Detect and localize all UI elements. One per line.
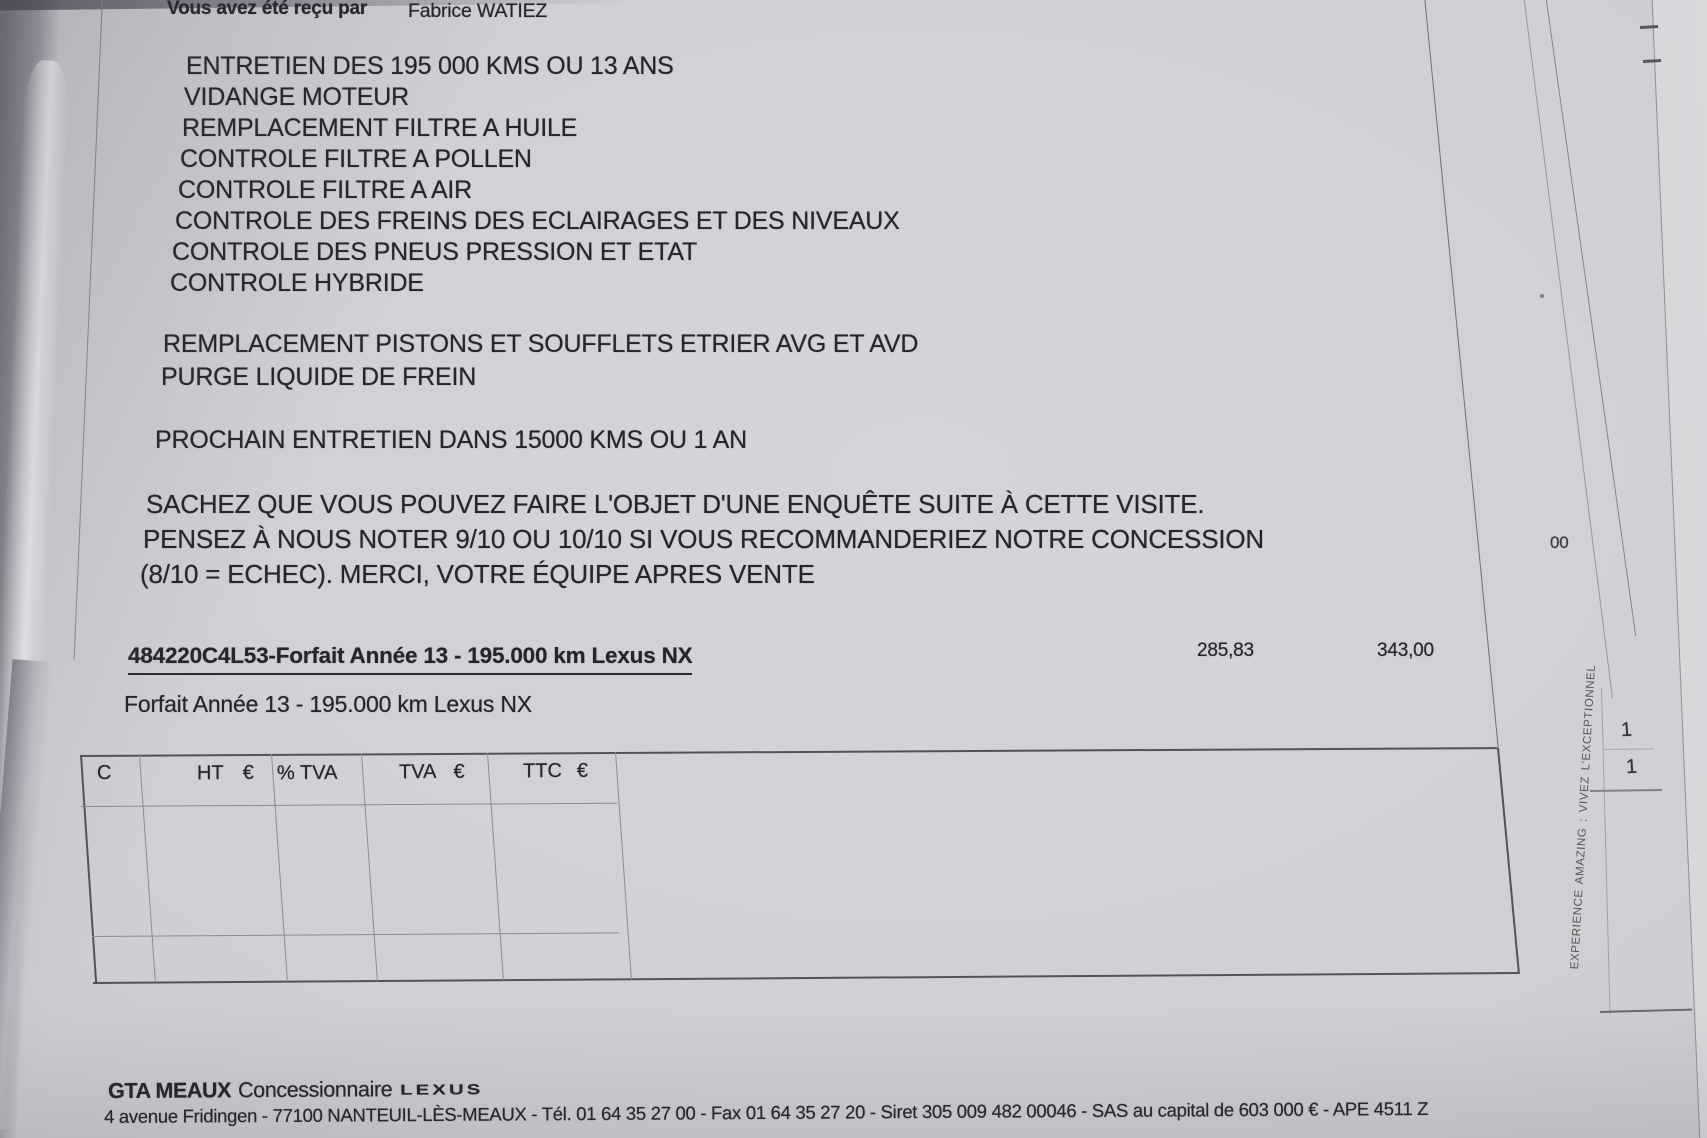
table-header-ttc: TTC € bbox=[523, 760, 588, 783]
forfait-subtitle: Forfait Année 13 - 195.000 km Lexus NX bbox=[124, 691, 532, 717]
amount-ht: 285,83 bbox=[1197, 640, 1254, 661]
quantity-value: 1 bbox=[1620, 718, 1633, 742]
margin-value: 00 bbox=[1550, 533, 1569, 552]
table-border-bottom bbox=[93, 972, 1518, 984]
quantity-cell-divider bbox=[1604, 748, 1655, 750]
quantity-column-line bbox=[1601, 687, 1611, 1014]
table-header-ht: HT € bbox=[197, 762, 254, 785]
top-paper-edge-shadow bbox=[0, 0, 751, 11]
amount-ttc: 343,00 bbox=[1377, 640, 1434, 661]
table-column-line bbox=[361, 753, 378, 982]
table-border-left bbox=[80, 754, 97, 984]
quantity-value: 1 bbox=[1625, 755, 1638, 779]
table-column-line bbox=[139, 754, 156, 983]
received-by-name: Fabrice WATIEZ bbox=[408, 0, 548, 22]
column-label: TVA bbox=[398, 760, 437, 784]
column-label: HT bbox=[196, 762, 224, 785]
table-column-line bbox=[271, 753, 288, 982]
column-label: TTC bbox=[522, 759, 562, 783]
column-label: % TVA bbox=[276, 761, 338, 785]
repair-line: PURGE LIQUIDE DE FREIN bbox=[161, 363, 477, 391]
table-column-line bbox=[487, 752, 504, 981]
service-line: CONTROLE DES PNEUS PRESSION ET ETAT bbox=[172, 238, 698, 266]
service-line: VIDANGE MOTEUR bbox=[184, 83, 409, 111]
dealer-role: Concessionnaire bbox=[238, 1077, 393, 1103]
table-header-pct-tva: % TVA bbox=[277, 762, 338, 785]
vertical-brand-slogan: EXPERIENCE AMAZING : VIVEZ L'EXCEPTIONNE… bbox=[1569, 664, 1599, 970]
column-unit: € bbox=[242, 761, 254, 784]
received-by-label: Vous avez été reçu par bbox=[167, 0, 368, 19]
quantity-cell-bottom-line bbox=[1590, 788, 1663, 792]
next-service-line: PROCHAIN ENTRETIEN DANS 15000 KMS OU 1 A… bbox=[155, 426, 747, 454]
paper-edge-line-1 bbox=[1523, 0, 1614, 699]
table-column-line bbox=[615, 751, 632, 981]
service-line: CONTROLE FILTRE A POLLEN bbox=[180, 145, 532, 173]
table-header-tva: TVA € bbox=[399, 761, 465, 784]
service-line: REMPLACEMENT FILTRE A HUILE bbox=[182, 114, 578, 142]
table-header-underline bbox=[81, 802, 617, 807]
left-paper-curl-lower bbox=[0, 659, 53, 1131]
service-line: CONTROLE DES FREINS DES ECLAIRAGES ET DE… bbox=[175, 207, 900, 235]
column-unit: € bbox=[453, 760, 465, 783]
form-right-border-line bbox=[1424, 0, 1500, 749]
page-left-margin-line bbox=[73, 0, 104, 660]
dealer-name: GTA MEAUX bbox=[108, 1078, 232, 1103]
service-line: ENTRETIEN DES 195 000 KMS OU 13 ANS bbox=[186, 52, 674, 80]
table-border-top bbox=[80, 747, 1497, 757]
table-header-c: C bbox=[97, 762, 112, 785]
column-unit: € bbox=[576, 759, 589, 782]
survey-line: SACHEZ QUE VOUS POUVEZ FAIRE L'OBJET D'U… bbox=[146, 489, 1205, 519]
lexus-logo: LEXUS bbox=[400, 1081, 484, 1099]
repair-line: REMPLACEMENT PISTONS ET SOUFFLETS ETRIER… bbox=[163, 330, 919, 358]
survey-line: (8/10 = ECHEC). MERCI, VOTRE ÉQUIPE APRE… bbox=[140, 559, 815, 589]
footer-dealer-line: GTA MEAUX Concessionnaire LEXUS bbox=[108, 1077, 484, 1104]
bottom-right-rule bbox=[1600, 1008, 1693, 1013]
table-border-right bbox=[1497, 747, 1520, 975]
speck-artifact bbox=[1540, 294, 1544, 298]
forfait-reference-title: 484220C4L53-Forfait Année 13 - 195.000 k… bbox=[128, 643, 693, 675]
service-line: CONTROLE HYBRIDE bbox=[170, 269, 424, 297]
service-line: CONTROLE FILTRE A AIR bbox=[178, 176, 473, 204]
column-label: C bbox=[96, 761, 112, 785]
survey-line: PENSEZ À NOUS NOTER 9/10 OU 10/10 SI VOU… bbox=[143, 524, 1264, 554]
right-sheet-edge bbox=[1651, 0, 1707, 1138]
table-row-line bbox=[92, 932, 619, 937]
